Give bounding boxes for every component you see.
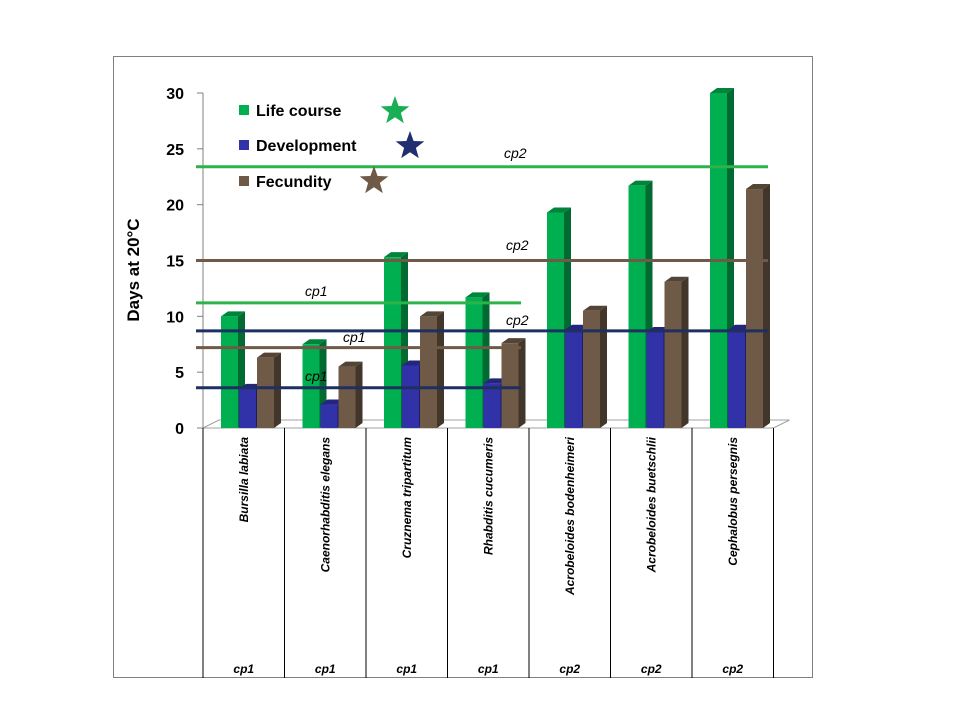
- bar: [583, 305, 607, 428]
- y-tick-label: 20: [166, 198, 184, 215]
- bar-front: [338, 366, 356, 428]
- bar-front: [664, 281, 682, 428]
- star-icon: [395, 131, 425, 159]
- legend-swatch: [239, 140, 249, 150]
- reference-line-label: cp1: [305, 283, 328, 299]
- y-tick-label: 10: [166, 309, 184, 326]
- bar-top: [746, 184, 770, 190]
- legend-item: Development: [239, 131, 425, 159]
- legend-swatch: [239, 105, 249, 115]
- bar-front: [302, 344, 320, 428]
- bar-front: [320, 404, 338, 428]
- bar-top: [547, 207, 571, 213]
- y-tick-label: 0: [175, 421, 184, 438]
- bar-side: [681, 276, 689, 428]
- bar-top: [664, 276, 689, 282]
- bar-front: [420, 316, 437, 428]
- reference-lines: cp1 cp1 cp1 cp2 cp2 cp2: [196, 145, 768, 390]
- bar-top: [628, 180, 653, 186]
- bar: [221, 311, 245, 428]
- bar-top: [420, 311, 444, 317]
- y-tick-label: 15: [166, 254, 184, 271]
- category-label: Cruznema tripartitum: [400, 437, 414, 559]
- group-label: cp1: [315, 662, 336, 676]
- bar: [746, 184, 770, 428]
- y-tick-label: 5: [175, 365, 184, 382]
- legend: Life course Development Fecundity: [239, 96, 425, 194]
- category-label: Bursilla labiata: [237, 437, 251, 523]
- legend-item: Life course: [239, 96, 410, 124]
- bar-top: [465, 292, 490, 298]
- reference-line-label: cp2: [506, 237, 529, 253]
- bar: [420, 311, 444, 428]
- legend-label: Life course: [256, 103, 341, 120]
- reference-line-label: cp2: [504, 145, 527, 161]
- bar-top: [501, 338, 526, 344]
- legend-label: Development: [256, 138, 357, 155]
- category-table: Bursilla labiata cp1 Caenorhabditis elegan…: [202, 428, 774, 678]
- bar-front: [221, 316, 238, 428]
- bar-top: [221, 311, 245, 317]
- group-label: cp2: [559, 662, 580, 676]
- bar-front: [628, 185, 646, 428]
- category-label: Rhabditis cucumeris: [481, 437, 495, 555]
- bar-side: [274, 352, 281, 428]
- bar-side: [763, 184, 770, 428]
- legend-label: Fecundity: [256, 174, 332, 191]
- bar-top: [302, 339, 327, 345]
- group-label: cp2: [722, 662, 743, 676]
- legend-swatch: [239, 176, 249, 186]
- bar-front: [583, 310, 600, 428]
- bar-front: [239, 388, 256, 428]
- star-icon: [359, 166, 389, 194]
- y-tick-label: 30: [166, 86, 184, 103]
- bar-side: [518, 338, 526, 428]
- bar-top: [710, 88, 734, 93]
- bar-top: [257, 352, 281, 358]
- category-label: Acrobeloides buetschlii: [644, 436, 658, 573]
- group-label: cp1: [396, 662, 417, 676]
- bar: [501, 338, 526, 428]
- bar-front: [547, 212, 564, 428]
- group-label: cp2: [641, 662, 662, 676]
- bar: [257, 352, 281, 428]
- bar-front: [501, 343, 519, 428]
- chart-frame: [113, 56, 813, 678]
- bar-front: [384, 257, 401, 428]
- reference-line-label: cp1: [343, 329, 366, 345]
- bar: [338, 361, 363, 428]
- bar-front: [465, 297, 483, 428]
- y-axis-label: Days at 20°C: [124, 218, 143, 321]
- bar-front: [402, 365, 419, 428]
- bar-front: [728, 329, 745, 428]
- bar-top: [384, 252, 408, 258]
- reference-line-label: cp1: [305, 368, 328, 384]
- bar-side: [355, 361, 363, 428]
- bar-top: [338, 361, 363, 367]
- bar-side: [600, 305, 607, 428]
- category-label: Acrobeloides bodenheimeri: [563, 436, 577, 596]
- category-label: Cephalobus persegnis: [726, 437, 740, 566]
- bar-front: [565, 329, 582, 428]
- bar-front: [483, 383, 501, 428]
- bar-front: [257, 357, 274, 428]
- bar: [664, 276, 689, 428]
- y-tick-label: 25: [166, 142, 184, 159]
- star-icon: [380, 96, 410, 124]
- group-label: cp1: [233, 662, 254, 676]
- reference-line-label: cp2: [506, 312, 529, 328]
- legend-item: Fecundity: [239, 166, 389, 194]
- bar-front: [646, 331, 664, 428]
- category-label: Caenorhabditis elegans: [318, 437, 332, 573]
- bar-side: [437, 311, 444, 428]
- bar-top: [583, 305, 607, 311]
- bar-front: [746, 189, 763, 428]
- group-label: cp1: [478, 662, 499, 676]
